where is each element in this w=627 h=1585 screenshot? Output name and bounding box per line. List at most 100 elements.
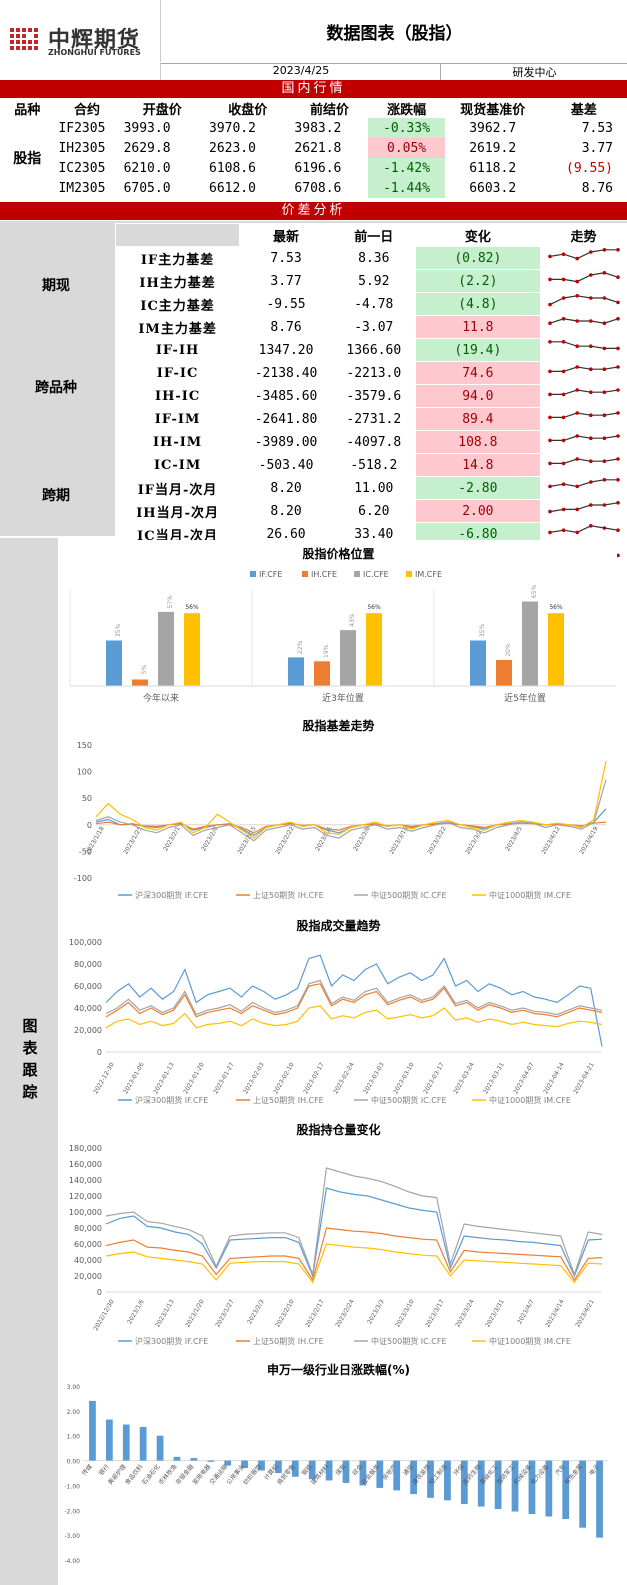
sparkline-point [602,248,606,252]
group-label: 期现 [42,278,70,294]
sparkline-point [547,509,552,514]
open-interest-chart: 180,000 160,000 140,000 120,000 100,000 80,00… [69,1144,603,1346]
change-cell: 14.8 [414,453,542,477]
sparkline-point [561,507,565,512]
bar [477,1460,485,1507]
sparkline-point [588,367,593,371]
x-tick-label: 2023/2/24 [334,1298,356,1328]
sparkline-line [549,249,618,260]
latest-cell: 8.76 [239,315,333,339]
x-tick-label: 2023/3/3 [366,1298,386,1325]
bar [325,1460,333,1481]
y-tick-label: 40,000 [74,1004,102,1013]
bar [241,1460,248,1469]
legend-label: 上证50期货 IH.CFE [253,890,324,900]
spread-label: IH-IC [114,384,241,408]
market-row: IM2305 6705.0 6612.0 6708.6 -1.44% 6603.2 8.76 [0,178,627,198]
spread-row: IH当月-次月 8.20 6.20 2.00 [114,499,627,523]
x-tick-label: 2023/2/3 [246,1298,266,1325]
col-header: 最新 [239,223,333,247]
x-tick-label: 2023/4/12 [540,825,562,855]
x-tick-label: 2023-03-31 [482,1061,506,1095]
legend-label: 沪深300期货 IF.CFE [135,890,208,900]
sparkline-point [547,530,552,535]
series-line [105,954,603,1047]
sparkline-point [602,526,606,530]
latest-cell: 8.20 [239,476,333,500]
col-header: 开盘价 [142,102,182,118]
spread-label: IH-IM [114,430,241,454]
change-cell: 2.00 [414,499,542,523]
x-tick-label: 2023/4/21 [574,1298,596,1328]
spread-label: IF当月-次月 [114,476,241,500]
group-label: 跨期 [42,488,70,504]
close-cell: 6108.6 [209,160,256,176]
bar [342,1460,350,1483]
legend-swatch [354,571,360,577]
bar [158,611,174,686]
section-domestic-market: 国内行情 [0,80,627,98]
sparkline-cell [540,246,627,270]
bar [184,613,200,686]
legend-label: 上证50期货 IH.CFE [253,1095,324,1105]
sparkline-point [602,321,606,325]
sparkline [547,388,620,397]
logo-square [16,40,20,44]
close-cell: 6612.0 [209,180,256,196]
sparkline-cell [540,476,627,500]
x-tick-label: 2023-01-13 [152,1061,176,1095]
sparkline-point [602,478,606,482]
page-title: 数据图表（股指） [160,0,627,62]
open-cell: 6705.0 [123,180,171,196]
prev-settle-cell: 6196.6 [294,160,342,176]
y-tick-label: -4.00 [64,1558,80,1565]
bar [105,1419,113,1461]
logo-square [16,46,20,50]
chart-price-position: 股指价格位置 IF.CFE IH.CFE IC.CFE IM.CFE 35% 5% 57% 5… [60,540,617,708]
x-tick-label: 2023-03-24 [452,1061,476,1095]
sparkline [547,478,620,489]
spread-label: IF-IH [114,338,241,362]
category-label: 近5年位置 [504,692,546,704]
spot-cell: 3962.7 [469,120,517,136]
chart-title: 股指基差走势 [302,719,375,733]
logo-square [10,28,14,32]
spread-label: IH当月-次月 [114,499,241,523]
contract-cell: IM2305 [58,180,106,196]
bar [579,1460,587,1528]
spread-label: IM主力基差 [114,315,241,339]
legend-label: 中证1000期货 IM.CFE [489,1095,571,1105]
sparkline-point [588,480,593,484]
logo-square [34,34,38,38]
spread-row: IH-IC -3485.60 -3579.6 94.0 [114,384,627,408]
sparkline-point [615,300,620,305]
logo-square [28,28,32,32]
spot-cell: 6118.2 [469,160,517,176]
y-tick-label: 0 [97,1048,102,1057]
spread-row: IF-IC -2138.40 -2213.0 74.6 [114,361,627,385]
spread-table: 最新 前一日 变化 走势 IF主力基差 7.53 8.36 (0.82) IH主力基差 3… [114,223,627,569]
sparkline-line [549,341,618,349]
y-tick-label: 80,000 [74,1224,102,1233]
category-label: 今年以来 [143,692,179,704]
sparkline [547,411,620,420]
y-tick-label: 100 [77,768,92,777]
y-tick-label: 0 [87,821,92,830]
report-date: 2023/4/25 [160,63,441,80]
market-row: 股指 IF2305 3993.0 3970.2 3983.2 -0.33% 3962.7 7.… [0,118,627,167]
chart-tracking-label: 图 表 跟 踪 [16,1015,44,1103]
spread-row: IH主力基差 3.77 5.92 (2.2) [114,269,627,293]
latest-cell: -2641.80 [239,407,333,431]
sparkline-point [602,296,606,300]
logo-square [10,34,14,38]
sparkline [547,457,620,466]
logo-square [28,40,32,44]
chart-sector-returns: 申万一级行业日涨跌幅(%) 3.00 2.00 1.00 0.00 -1.00 -2.00… [60,1356,617,1585]
y-tick-label: 3.00 [67,1384,81,1391]
x-tick-label: 2023/1/18 [84,825,106,855]
bar [376,1460,384,1488]
sparkline-point [602,390,606,394]
bar [496,660,512,686]
side-char: 跟 [22,1061,38,1079]
sparkline-cell [540,292,627,316]
